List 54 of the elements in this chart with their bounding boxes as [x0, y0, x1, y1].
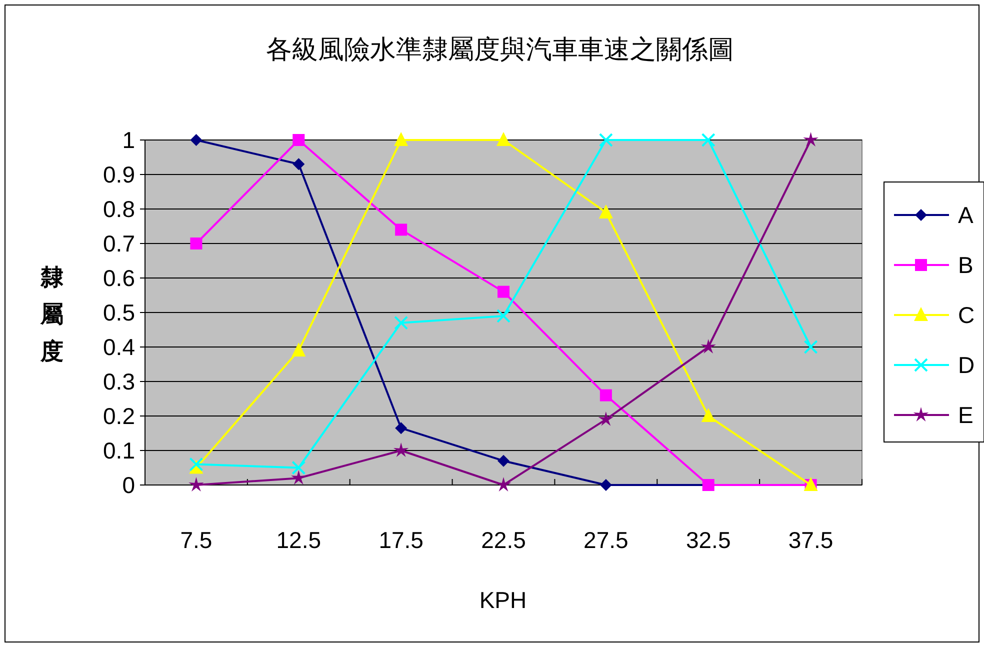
x-tick-label: 37.5	[788, 527, 834, 553]
point	[804, 340, 818, 354]
point	[394, 132, 408, 146]
legend-label: D	[958, 352, 975, 378]
point	[292, 134, 305, 146]
x-tick-label: 12.5	[276, 527, 322, 553]
legend-label: E	[958, 402, 974, 428]
x-tick-label: 32.5	[686, 527, 731, 553]
point	[598, 204, 613, 218]
point	[498, 286, 510, 298]
point	[498, 454, 510, 467]
x-tick-label: 22.5	[481, 527, 526, 553]
point	[393, 442, 409, 457]
point	[598, 133, 613, 147]
point	[600, 479, 612, 491]
point	[394, 316, 408, 330]
y-tick-label: 0.8	[103, 196, 135, 222]
point	[701, 133, 716, 147]
y-tick-label: 0.4	[103, 334, 136, 360]
point	[395, 422, 408, 434]
legend-label: C	[958, 302, 975, 328]
legend-label: B	[958, 252, 974, 278]
point	[598, 411, 614, 426]
point	[600, 389, 612, 402]
y-axis-title: 隸屬度	[40, 264, 64, 364]
point	[803, 132, 818, 146]
y-tick-label: 0.9	[103, 162, 135, 188]
y-tick-label: 0.6	[103, 265, 135, 291]
point	[190, 238, 202, 250]
y-tick-label: 0.1	[103, 438, 135, 464]
x-tick-label: 7.5	[180, 527, 212, 553]
x-tick-label: 17.5	[378, 527, 424, 553]
point	[292, 460, 306, 475]
x-tick-label: 27.5	[584, 527, 628, 553]
y-tick-label: 0	[122, 472, 135, 498]
point	[496, 132, 510, 146]
point	[395, 224, 408, 236]
point	[188, 477, 204, 492]
x-axis-title: KPH	[479, 587, 527, 613]
point	[700, 339, 716, 354]
y-tick-label: 1	[122, 127, 135, 153]
point	[496, 308, 510, 323]
y-tick-label: 0.7	[103, 230, 135, 256]
legend-label: A	[958, 202, 974, 228]
point	[190, 134, 202, 146]
y-tick-label: 0.3	[103, 368, 135, 394]
point	[292, 158, 305, 170]
point	[701, 408, 716, 422]
chart-title: 各級風險水準隸屬度與汽車車速之關係圖	[266, 34, 734, 64]
y-tick-label: 0.5	[103, 300, 135, 326]
y-tick-label: 0.2	[103, 403, 135, 429]
point	[291, 470, 306, 485]
point	[292, 342, 306, 356]
point	[189, 457, 204, 472]
